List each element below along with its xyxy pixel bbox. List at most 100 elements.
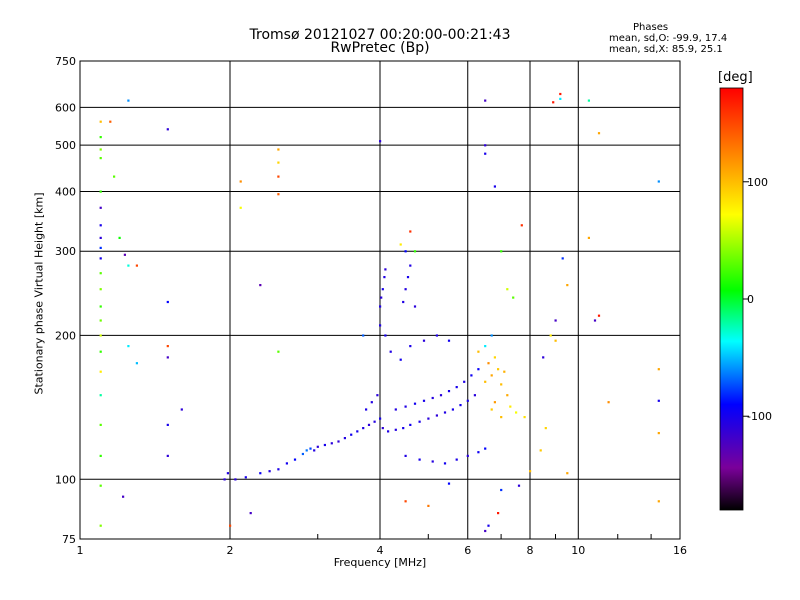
y-tick-label: 400 bbox=[55, 185, 76, 198]
data-point bbox=[180, 408, 183, 411]
data-point bbox=[293, 458, 297, 461]
data-point bbox=[422, 339, 426, 342]
data-point bbox=[99, 224, 102, 227]
data-point bbox=[285, 462, 288, 465]
data-point bbox=[493, 401, 496, 404]
data-point bbox=[561, 257, 564, 260]
data-point bbox=[487, 524, 490, 527]
data-point bbox=[404, 454, 407, 457]
data-point bbox=[166, 356, 169, 359]
data-point bbox=[484, 380, 487, 383]
data-point bbox=[529, 470, 532, 473]
data-point bbox=[515, 411, 518, 414]
data-point bbox=[330, 442, 333, 445]
data-point bbox=[435, 334, 438, 337]
data-point bbox=[365, 408, 368, 411]
y-tick-label: 200 bbox=[55, 329, 76, 342]
data-point bbox=[234, 478, 237, 481]
colorbar-tick-label: 0 bbox=[747, 293, 754, 306]
data-point bbox=[399, 243, 402, 246]
data-point bbox=[597, 132, 601, 135]
data-point bbox=[277, 148, 280, 151]
data-point bbox=[379, 305, 382, 308]
data-point bbox=[466, 399, 469, 402]
data-point bbox=[427, 504, 430, 507]
data-point bbox=[301, 452, 304, 456]
data-point bbox=[99, 305, 102, 308]
data-point bbox=[484, 99, 487, 102]
data-point bbox=[506, 288, 509, 291]
data-point bbox=[99, 272, 102, 275]
data-point bbox=[399, 358, 402, 361]
data-point bbox=[387, 430, 390, 433]
data-point bbox=[657, 500, 660, 503]
data-point bbox=[309, 447, 312, 450]
data-point bbox=[383, 276, 386, 279]
data-point bbox=[427, 417, 430, 420]
data-point bbox=[484, 144, 487, 147]
data-point bbox=[402, 427, 405, 430]
data-point bbox=[566, 284, 569, 287]
x-tick-label: 4 bbox=[377, 544, 384, 557]
data-point bbox=[384, 334, 387, 337]
data-point bbox=[356, 430, 359, 433]
data-point bbox=[493, 356, 496, 359]
data-point bbox=[431, 396, 434, 400]
data-point bbox=[447, 339, 451, 342]
data-point bbox=[520, 224, 523, 227]
data-point bbox=[409, 264, 412, 267]
data-point bbox=[277, 161, 280, 164]
data-point bbox=[337, 440, 340, 443]
data-point bbox=[413, 305, 417, 308]
data-point bbox=[500, 416, 503, 419]
data-point bbox=[249, 512, 252, 515]
data-point bbox=[512, 296, 515, 299]
data-point bbox=[135, 264, 138, 267]
y-tick-label: 500 bbox=[55, 139, 76, 152]
data-point bbox=[517, 484, 521, 487]
data-point bbox=[554, 339, 557, 342]
data-point bbox=[277, 468, 280, 471]
data-point bbox=[394, 408, 397, 411]
y-axis-label: Stationary phase Virtual Height [km] bbox=[32, 192, 46, 395]
data-point bbox=[99, 206, 102, 209]
x-tick-label: 1 bbox=[77, 544, 84, 557]
data-point bbox=[447, 482, 451, 485]
data-point bbox=[497, 368, 500, 371]
data-point bbox=[549, 334, 552, 337]
data-point bbox=[544, 427, 547, 430]
data-point bbox=[381, 288, 384, 291]
data-point bbox=[559, 97, 562, 100]
data-point bbox=[484, 529, 487, 533]
data-point bbox=[166, 345, 169, 348]
data-point bbox=[313, 449, 316, 452]
data-point bbox=[99, 120, 102, 123]
data-point bbox=[554, 319, 557, 322]
data-point bbox=[451, 408, 454, 411]
data-point bbox=[135, 362, 138, 365]
data-point bbox=[99, 236, 102, 239]
data-point bbox=[99, 246, 102, 249]
data-point bbox=[99, 319, 102, 322]
x-tick-label: 16 bbox=[673, 544, 687, 557]
data-point bbox=[323, 443, 326, 447]
data-point bbox=[226, 472, 229, 475]
data-point bbox=[384, 268, 387, 271]
data-point bbox=[370, 401, 373, 404]
data-point bbox=[229, 524, 232, 527]
data-point bbox=[166, 128, 169, 131]
data-point bbox=[587, 99, 590, 102]
data-point bbox=[559, 92, 562, 96]
data-point bbox=[487, 362, 490, 365]
data-point bbox=[657, 368, 660, 371]
data-point bbox=[447, 390, 451, 393]
data-point bbox=[379, 324, 382, 327]
data-point bbox=[99, 157, 102, 160]
data-point bbox=[259, 472, 262, 475]
data-point bbox=[459, 404, 462, 407]
data-point bbox=[239, 180, 242, 183]
data-point bbox=[259, 284, 262, 287]
data-point bbox=[500, 488, 503, 492]
data-point bbox=[118, 236, 121, 239]
data-point bbox=[99, 190, 102, 193]
